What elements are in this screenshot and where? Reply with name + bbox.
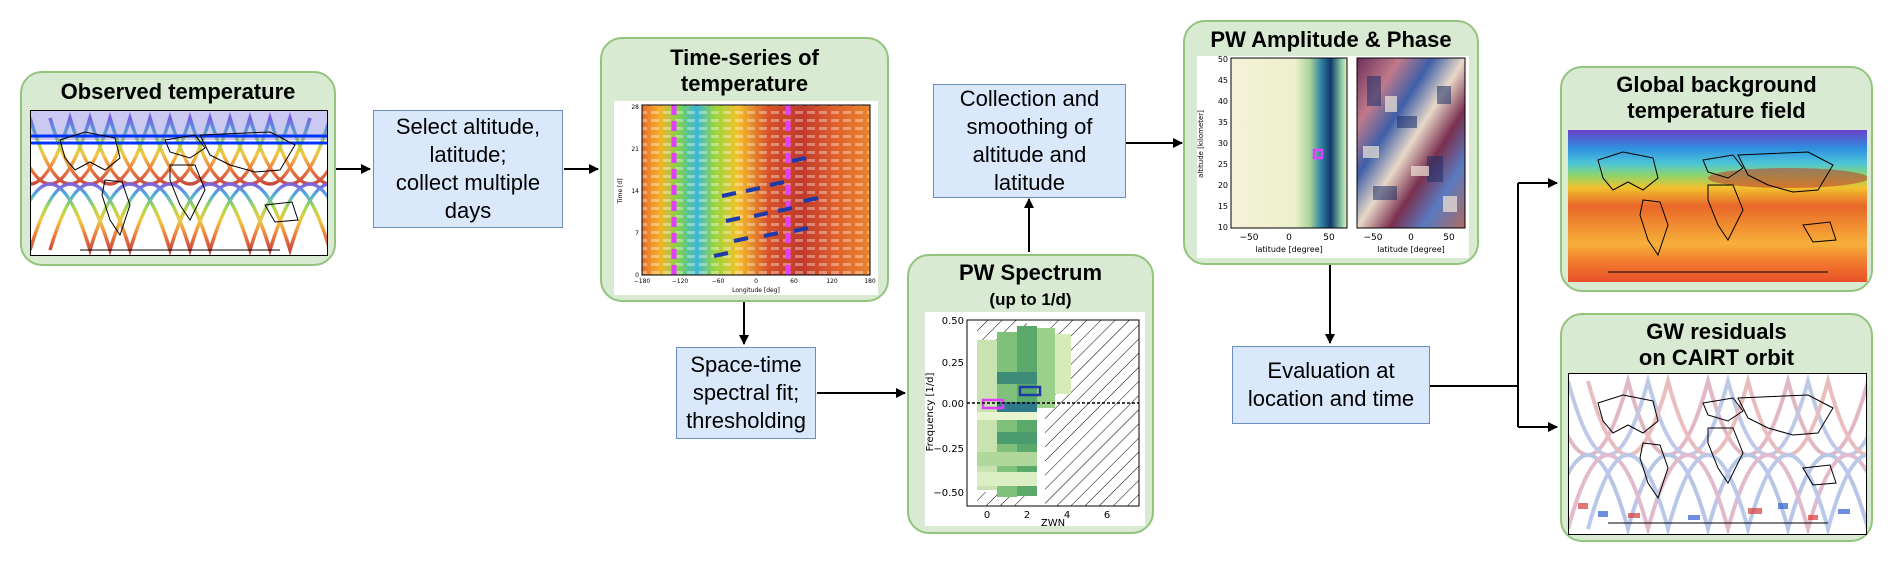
ts-x-tick-m120: −120	[672, 278, 689, 285]
amp-y-tick-50: 50	[1218, 56, 1228, 64]
global-background-title: Global background temperature field	[1616, 72, 1817, 123]
global-background-box: Global background temperature field	[1560, 66, 1873, 292]
ts-x-tick-m60: −60	[712, 278, 725, 285]
amp-y-tick-35: 35	[1218, 118, 1228, 127]
time-series-plot: Time [d] 28 21 14 7 0 −180 −120 −60 0 60…	[614, 101, 878, 295]
pw-y-tick-m050: −0.50	[933, 488, 964, 499]
time-series-x-label: Longitude [deg]	[732, 287, 780, 294]
spectral-fit-label: Space-time spectral fit; thresholding	[686, 352, 806, 433]
phase-x-tick-0: 0	[1408, 233, 1414, 243]
pw-amp-y-label: altitude [kilometer]	[1197, 110, 1205, 178]
pw-x-tick-6: 6	[1104, 510, 1110, 521]
ts-x-tick-m180: −180	[634, 278, 651, 285]
collection-smoothing-label: Collection and smoothing of altitude and…	[959, 86, 1100, 195]
amp-y-tick-10: 10	[1218, 223, 1228, 232]
pw-spectrum-title: PW Spectrum	[958, 260, 1103, 285]
spectral-fit-box: Space-time spectral fit; thresholding	[676, 347, 816, 439]
observed-temperature-title: Observed temperature	[60, 79, 296, 104]
pw-spectrum-subtitle: (up to 1/d)	[989, 290, 1072, 309]
pw-x-tick-4: 4	[1064, 510, 1070, 521]
phase-x-tick-m50: −50	[1364, 233, 1383, 243]
ts-y-tick-21: 21	[631, 146, 639, 153]
pw-spectrum-x-label: ZWN	[1041, 518, 1065, 526]
evaluation-label: Evaluation at location and time	[1247, 358, 1415, 411]
amp-y-tick-20: 20	[1218, 181, 1228, 190]
observed-temperature-map	[30, 110, 328, 256]
time-series-title: Time-series of temperature	[670, 45, 819, 96]
amp-y-tick-30: 30	[1218, 139, 1228, 148]
amp-x-tick-0: 0	[1286, 233, 1292, 243]
time-series-box: Time-series of temperature	[600, 37, 889, 302]
pw-amplitude-phase-title: PW Amplitude & Phase	[1210, 27, 1452, 52]
time-series-y-label: Time [d]	[617, 178, 624, 204]
collection-smoothing-box: Collection and smoothing of altitude and…	[933, 84, 1126, 198]
pw-y-tick-000: 0.00	[942, 399, 964, 410]
global-background-map	[1568, 130, 1867, 282]
select-altitude-latitude-box: Select altitude, latitude; collect multi…	[373, 110, 563, 228]
ts-y-tick-7: 7	[635, 230, 639, 237]
gw-residuals-box: GW residuals on CAIRT orbit	[1560, 313, 1873, 542]
pw-y-tick-050: 0.50	[942, 316, 964, 327]
ts-y-tick-0: 0	[635, 272, 639, 279]
pw-y-tick-m025: −0.25	[933, 444, 964, 455]
gw-residuals-map	[1568, 373, 1867, 535]
ts-y-tick-14: 14	[631, 188, 639, 195]
pw-spectrum-box: PW Spectrum (up to 1/d)	[907, 254, 1154, 534]
amp-y-tick-25: 25	[1218, 160, 1228, 169]
select-altitude-latitude-label: Select altitude, latitude; collect multi…	[395, 114, 541, 223]
pw-amplitude-phase-plots: altitude [kilometer] 50 45 40 35 30 25 2…	[1197, 56, 1469, 258]
ts-x-tick-120: 120	[826, 278, 838, 285]
amp-x-tick-m50: −50	[1240, 233, 1259, 243]
evaluation-box: Evaluation at location and time	[1232, 346, 1430, 424]
ts-x-tick-60: 60	[790, 278, 798, 285]
ts-x-tick-0: 0	[754, 278, 758, 285]
amp-y-tick-45: 45	[1218, 76, 1228, 85]
amp-x-tick-50: 50	[1323, 233, 1335, 243]
amp-x-label: latitude [degree]	[1255, 245, 1323, 254]
phase-x-tick-50: 50	[1443, 233, 1455, 243]
observed-temperature-box: Observed temperature	[20, 71, 336, 266]
pw-x-tick-0: 0	[984, 510, 990, 521]
ts-y-tick-28: 28	[631, 104, 639, 111]
pw-spectrum-plot: Frequency [1/d] 0.50 0.25 0.00 −0.25 −0.…	[925, 312, 1145, 526]
amp-y-tick-15: 15	[1218, 202, 1228, 211]
amp-y-tick-40: 40	[1218, 97, 1228, 106]
ts-x-tick-180: 180	[864, 278, 876, 285]
pw-amplitude-phase-box: PW Amplitude & Phase	[1183, 20, 1479, 265]
pw-spectrum-y-label: Frequency [1/d]	[925, 373, 936, 452]
phase-x-label: latitude [degree]	[1377, 245, 1445, 254]
gw-residuals-title: GW residuals on CAIRT orbit	[1638, 319, 1795, 370]
pw-y-tick-025: 0.25	[942, 358, 964, 369]
pw-x-tick-2: 2	[1024, 510, 1030, 521]
